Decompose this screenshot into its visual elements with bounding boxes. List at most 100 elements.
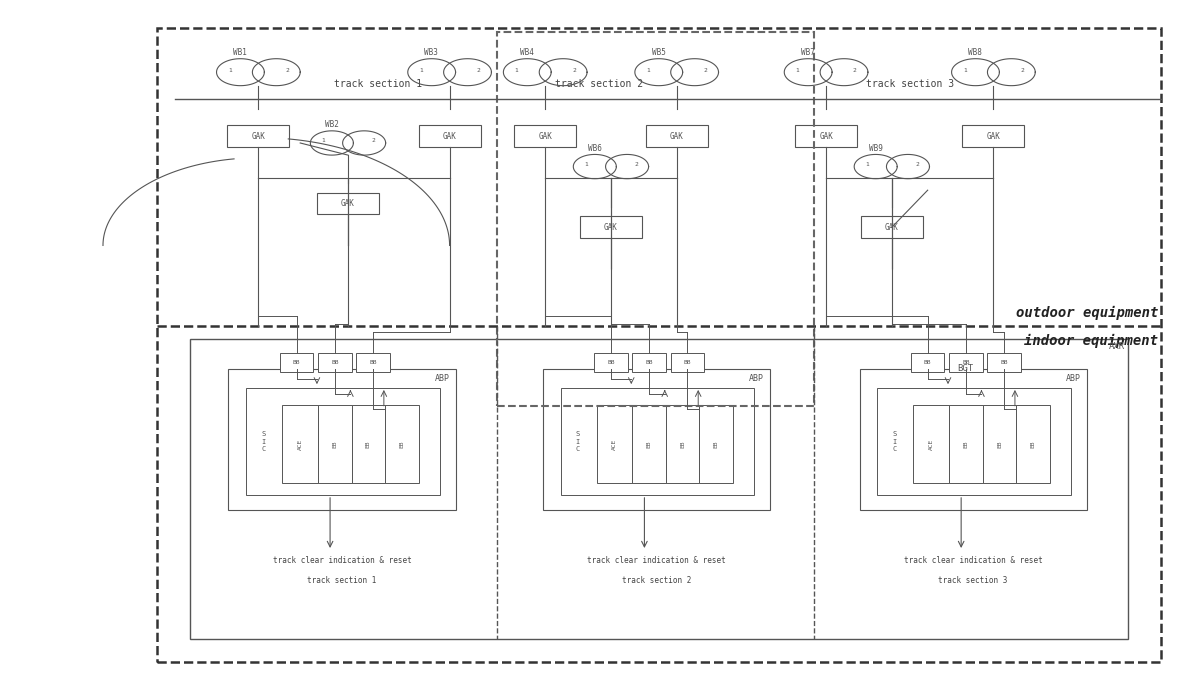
Bar <box>514 125 576 147</box>
Bar <box>633 406 666 483</box>
Bar <box>1016 406 1049 483</box>
Text: EB: EB <box>714 440 719 447</box>
Bar <box>543 369 770 510</box>
Text: EB: EB <box>1030 440 1035 447</box>
Text: 1: 1 <box>865 162 869 167</box>
Text: track clear indication & reset: track clear indication & reset <box>587 556 726 565</box>
Text: GAK: GAK <box>538 132 552 141</box>
Bar <box>913 406 949 483</box>
Text: outdoor equipment: outdoor equipment <box>1016 306 1158 320</box>
Bar <box>190 338 1129 638</box>
Text: WB4: WB4 <box>520 48 534 58</box>
Text: WB1: WB1 <box>234 48 247 58</box>
Text: BGT: BGT <box>957 364 974 373</box>
Bar <box>982 406 1016 483</box>
Bar <box>351 406 385 483</box>
Bar <box>229 369 455 510</box>
Text: track section 3: track section 3 <box>866 79 954 89</box>
Text: EB: EB <box>997 440 1002 447</box>
Text: ACE: ACE <box>612 439 617 450</box>
Text: 1: 1 <box>646 68 649 72</box>
Text: BB: BB <box>684 359 691 365</box>
Text: BB: BB <box>924 359 931 365</box>
Text: track clear indication & reset: track clear indication & reset <box>273 556 411 565</box>
Bar <box>860 217 922 238</box>
Text: EB: EB <box>365 440 371 447</box>
Bar <box>228 125 290 147</box>
Text: ABP: ABP <box>749 374 764 383</box>
Text: 2: 2 <box>853 68 857 72</box>
Text: 1: 1 <box>583 162 588 167</box>
Text: track section 1: track section 1 <box>308 576 376 585</box>
Text: GAK: GAK <box>252 132 265 141</box>
Text: 2: 2 <box>634 162 637 167</box>
Text: WB2: WB2 <box>326 121 339 129</box>
Text: indoor equipment: indoor equipment <box>1024 334 1158 348</box>
Bar <box>949 353 982 372</box>
Text: 2: 2 <box>571 68 576 72</box>
Text: S
I
C: S I C <box>893 431 896 452</box>
Bar <box>280 353 314 372</box>
Bar <box>877 389 1071 495</box>
Text: 1: 1 <box>515 68 519 72</box>
Text: EB: EB <box>647 440 652 447</box>
Text: ABP: ABP <box>435 374 449 383</box>
Text: BB: BB <box>292 359 301 365</box>
Text: 1: 1 <box>321 139 325 144</box>
Text: WB7: WB7 <box>801 48 815 58</box>
Text: 1: 1 <box>228 68 231 72</box>
Bar <box>319 353 351 372</box>
Bar <box>356 353 389 372</box>
Text: GAK: GAK <box>670 132 684 141</box>
Bar <box>671 353 704 372</box>
Text: 1: 1 <box>419 68 423 72</box>
Text: 2: 2 <box>1021 68 1024 72</box>
Text: GAK: GAK <box>885 223 898 232</box>
Text: 1: 1 <box>963 68 967 72</box>
Text: 2: 2 <box>703 68 707 72</box>
Text: track section 2: track section 2 <box>555 79 643 89</box>
Text: BB: BB <box>331 359 339 365</box>
Bar <box>962 125 1024 147</box>
Text: BB: BB <box>1000 359 1008 365</box>
Bar <box>910 353 944 372</box>
Text: GAK: GAK <box>986 132 1000 141</box>
Text: BB: BB <box>646 359 653 365</box>
Text: S
I
C: S I C <box>261 431 265 452</box>
Text: EB: EB <box>399 440 404 447</box>
Text: 2: 2 <box>285 68 289 72</box>
Bar <box>580 217 642 238</box>
Text: GAK: GAK <box>341 199 355 208</box>
Text: WB5: WB5 <box>652 48 665 58</box>
Text: BB: BB <box>962 359 969 365</box>
Text: WB9: WB9 <box>869 144 883 153</box>
Text: GAK: GAK <box>819 132 833 141</box>
Text: AXR: AXR <box>1108 342 1125 351</box>
Text: 2: 2 <box>371 139 375 144</box>
Text: BB: BB <box>369 359 377 365</box>
Bar <box>418 125 480 147</box>
Bar <box>597 406 633 483</box>
Text: WB8: WB8 <box>968 48 982 58</box>
Bar <box>247 389 440 495</box>
Text: GAK: GAK <box>442 132 456 141</box>
Text: 1: 1 <box>795 68 799 72</box>
Text: track clear indication & reset: track clear indication & reset <box>903 556 1042 565</box>
Text: EB: EB <box>680 440 685 447</box>
Text: track section 3: track section 3 <box>938 576 1008 585</box>
Text: 2: 2 <box>477 68 480 72</box>
Bar <box>795 125 857 147</box>
Bar <box>700 406 733 483</box>
Text: BB: BB <box>607 359 615 365</box>
Text: GAK: GAK <box>604 223 618 232</box>
Text: WB6: WB6 <box>588 144 603 153</box>
Bar <box>859 369 1087 510</box>
Bar <box>949 406 982 483</box>
Text: EB: EB <box>332 440 338 447</box>
Bar <box>283 406 319 483</box>
Bar <box>594 353 628 372</box>
Bar <box>561 389 755 495</box>
Text: track section 1: track section 1 <box>334 79 422 89</box>
Text: 2: 2 <box>915 162 919 167</box>
Bar <box>646 125 708 147</box>
